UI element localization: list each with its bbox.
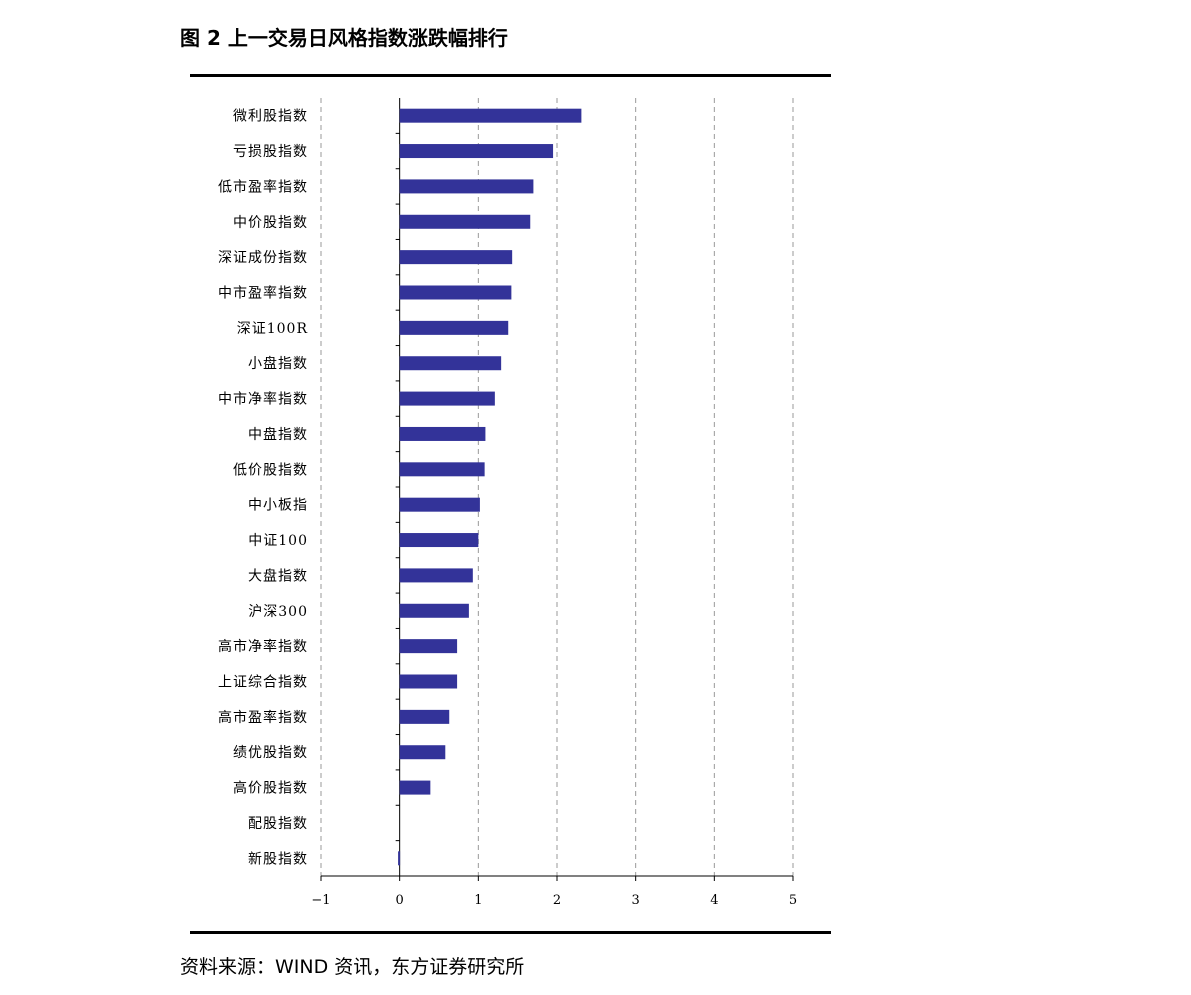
category-label: 中市净率指数: [218, 391, 308, 408]
category-label: 高市净率指数: [218, 638, 308, 655]
category-label: 上证综合指数: [218, 675, 308, 691]
x-tick-label: 2: [553, 893, 561, 908]
x-tick-label: 3: [632, 893, 640, 908]
category-label: 高价股指数: [233, 780, 308, 797]
category-label: 微利股指数: [233, 109, 308, 125]
figure-title: 图 2 上一交易日风格指数涨跌幅排行: [180, 26, 508, 50]
category-label: 亏损股指数: [233, 144, 308, 160]
bottom-rule: [190, 931, 831, 934]
bar: [399, 214, 531, 229]
category-label: 大盘指数: [248, 567, 308, 584]
x-tick-label: 0: [396, 893, 404, 908]
x-tick-label: 5: [789, 893, 797, 908]
x-tick-label: 4: [710, 893, 718, 908]
category-label: 低市盈率指数: [218, 178, 308, 195]
source-note: 资料来源：WIND 资讯，东方证券研究所: [180, 956, 525, 978]
category-label: 低价股指数: [233, 462, 308, 478]
category-label: 配股指数: [248, 816, 308, 832]
bar: [399, 745, 446, 760]
category-label: 深证成份指数: [218, 250, 308, 266]
x-tick-label: −1: [311, 893, 330, 908]
bar: [399, 391, 495, 406]
x-tick-label: 1: [474, 893, 482, 908]
bars: [398, 108, 582, 866]
category-label: 中市盈率指数: [218, 285, 308, 302]
top-rule: [190, 74, 831, 77]
bar: [399, 674, 458, 689]
bar: [399, 533, 479, 548]
bar: [399, 780, 431, 795]
grid-lines: [320, 98, 794, 876]
bar: [399, 603, 469, 618]
bar: [399, 250, 513, 265]
category-label: 绩优股指数: [233, 745, 308, 761]
bar: [399, 356, 502, 371]
bar: [399, 144, 554, 159]
bar: [399, 709, 450, 724]
category-label: 中证100: [248, 533, 308, 549]
category-label: 深证100R: [237, 321, 308, 337]
bar: [399, 108, 582, 123]
bar: [398, 851, 401, 866]
category-label: 高市盈率指数: [218, 709, 308, 726]
bar: [399, 426, 486, 441]
bar: [399, 568, 473, 583]
bar: [399, 462, 485, 477]
category-label: 小盘指数: [248, 355, 308, 372]
category-label: 中价股指数: [233, 215, 308, 231]
bar: [399, 179, 534, 194]
x-tick-labels: −1 0 1 2 3 4 5: [311, 893, 797, 908]
bar: [399, 497, 480, 512]
category-label: 中小板指: [248, 498, 308, 514]
category-label: 沪深300: [248, 604, 308, 620]
category-label: 新股指数: [248, 851, 308, 867]
category-label: 中盘指数: [248, 426, 308, 443]
bar: [399, 320, 509, 335]
bar: [399, 285, 512, 300]
bar: [399, 639, 458, 654]
